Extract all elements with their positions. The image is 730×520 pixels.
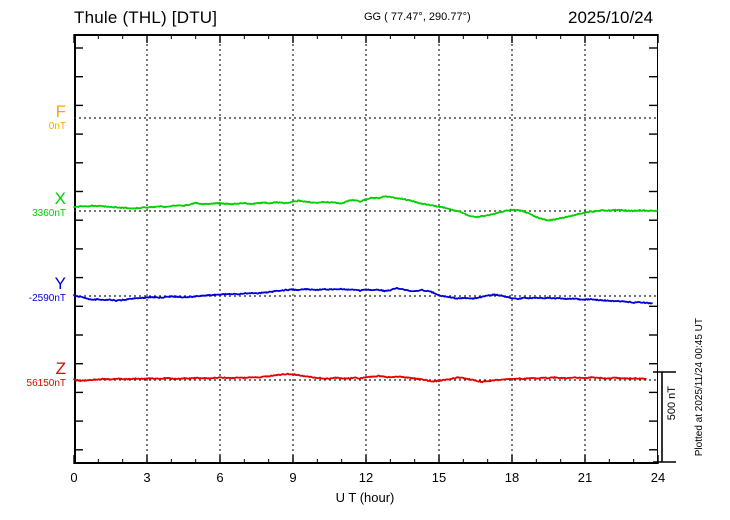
x-tick-label-21: 21 [577,470,593,485]
observation-date: 2025/10/24 [568,8,654,27]
component-baseline-X: 3360nT [32,208,66,219]
x-axis-title: U T (hour) [335,490,395,505]
x-tick-label-15: 15 [431,470,447,485]
page-title: Thule (THL) [DTU] [74,8,218,27]
x-tick-label-0: 0 [70,470,78,485]
component-letter-X: X [54,189,66,208]
x-tick-label-24: 24 [650,470,666,485]
component-label-Y: Y -2590nT [4,275,66,305]
x-tick-label-9: 9 [289,470,297,485]
plot-frame [74,34,658,464]
scale-bar-label: 500 nT [666,386,678,421]
component-letter-Z: Z [55,359,66,378]
component-label-Z: Z 56150nT [4,360,66,390]
x-tick-label-6: 6 [216,470,224,485]
geographic-coordinates: GG ( 77.47°, 290.77°) [364,11,471,23]
component-baseline-F: 0nT [48,121,66,132]
component-letter-Y: Y [54,274,66,293]
component-baseline-Y: -2590nT [28,293,66,304]
x-tick-label-18: 18 [504,470,520,485]
component-label-F: F 0nT [4,103,66,133]
x-tick-label-3: 3 [143,470,151,485]
component-label-X: X 3360nT [4,190,66,220]
component-baseline-Z: 56150nT [26,378,66,389]
component-letter-F: F [55,102,66,121]
x-tick-label-12: 12 [358,470,374,485]
plotted-timestamp: Plotted at 2025/11/24 00:45 UT [694,318,705,457]
